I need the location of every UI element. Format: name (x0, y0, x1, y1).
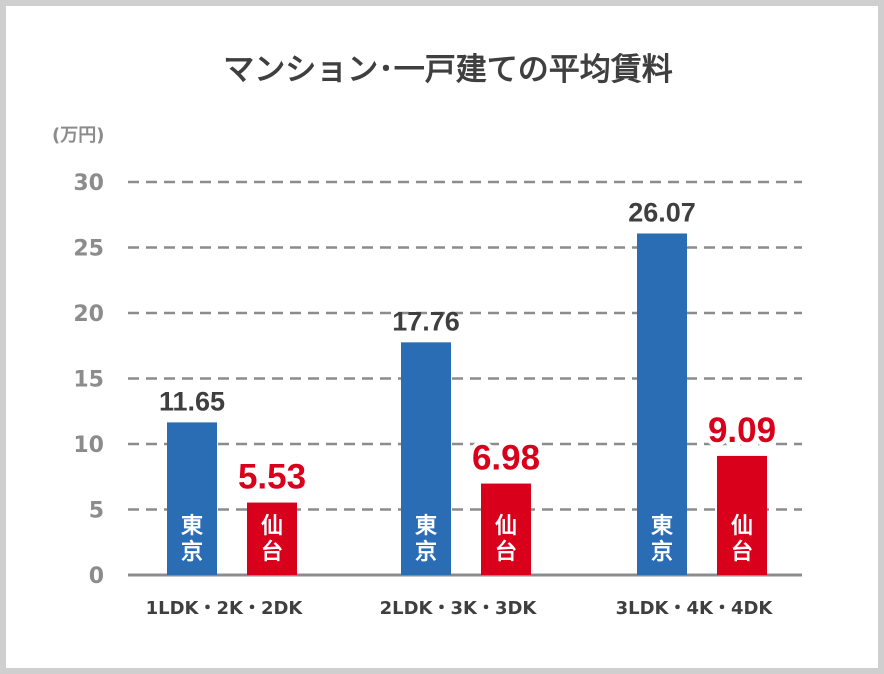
x-tick-label: 3LDK・4K・4DK (616, 598, 774, 619)
bar-sendai (247, 502, 297, 575)
grid-layer (128, 180, 802, 577)
bar-series-label-sendai: 台 (495, 539, 517, 565)
data-label-tokyo: 26.07 (628, 197, 696, 227)
bar-series-label-sendai: 台 (261, 539, 283, 565)
data-label-tokyo: 17.76 (392, 306, 460, 336)
bar-series-label-sendai: 仙 (261, 513, 283, 539)
x-tick-label: 1LDK・2K・2DK (146, 598, 304, 619)
data-label-sendai: 6.98 (472, 439, 540, 478)
data-label-sendai: 9.09 (708, 411, 776, 450)
bar-tokyo (167, 422, 217, 575)
y-axis: 0 5 10 15 20 25 30 (73, 171, 104, 589)
bar-sendai (717, 455, 767, 575)
bar-series-label-sendai: 仙 (495, 513, 517, 539)
bar-tokyo (637, 233, 687, 575)
x-tick-label: 2LDK・3K・3DK (380, 598, 538, 619)
data-label-tokyo: 11.65 (159, 386, 225, 416)
bar-series-label-tokyo: 京 (181, 539, 203, 565)
bar-series-label-tokyo: 東 (651, 514, 673, 539)
bar-series-label-tokyo: 京 (651, 539, 673, 565)
bar-series-label-tokyo: 東 (181, 514, 203, 539)
chart-title: マンション･一戸建ての平均賃料 (223, 52, 673, 88)
y-tick-label: 5 (89, 499, 104, 524)
y-tick-label: 25 (73, 237, 104, 262)
bar-series-label-tokyo: 京 (415, 539, 437, 565)
bar-series-label-sendai: 台 (731, 539, 753, 565)
unit-label: (万円) (52, 125, 104, 146)
y-tick-label: 0 (89, 564, 104, 589)
y-tick-label: 20 (73, 302, 104, 327)
bar-series-label-sendai: 仙 (731, 513, 753, 539)
y-tick-label: 15 (73, 368, 104, 393)
x-axis: 1LDK・2K・2DK 2LDK・3K・3DK 3LDK・4K・4DK (146, 598, 774, 619)
data-label-sendai: 5.53 (238, 458, 306, 497)
bar-sendai (481, 483, 531, 575)
y-tick-label: 10 (73, 433, 104, 458)
bar-series-label-tokyo: 東 (415, 514, 437, 539)
y-tick-label: 30 (73, 171, 104, 196)
bar-tokyo (401, 342, 451, 575)
